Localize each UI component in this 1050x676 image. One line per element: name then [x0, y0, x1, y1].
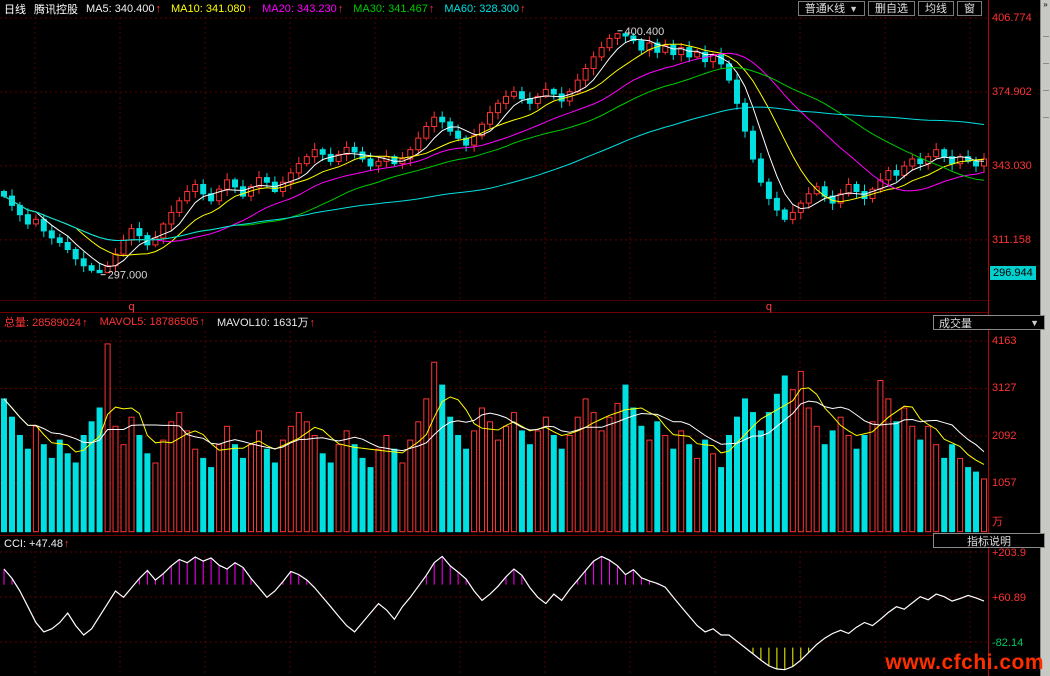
- up-arrow-icon: ↑: [246, 2, 253, 15]
- mavol10-line: [3, 398, 985, 453]
- up-arrow-icon: ↑: [82, 317, 88, 329]
- chart-toolbar: 普通K线 ▼ 删自选 均线 窗: [797, 1, 988, 16]
- up-arrow-icon: ↑: [155, 2, 162, 15]
- chevron-down-icon: ▼: [849, 3, 858, 14]
- main-candlestick-chart[interactable]: 400.400 297.000: [0, 17, 988, 300]
- panel-edge-texture: [1042, 90, 1049, 91]
- window-button[interactable]: 窗: [957, 1, 982, 16]
- up-arrow-icon: ↑: [199, 316, 205, 328]
- ex-rights-marker[interactable]: q: [128, 301, 135, 313]
- volume-bars-layer: [1, 343, 987, 533]
- panel-edge-texture: [1042, 117, 1049, 118]
- volume-pane-header: 总量: 28589024↑ MAVOL5: 18786505↑ MAVOL10:…: [0, 313, 988, 331]
- cci-chart[interactable]: [0, 551, 988, 676]
- panel-edge-texture: [1042, 63, 1049, 64]
- top-bar: 日线 腾讯控股 MA5: 340.400↑ MA10: 341.080↑ MA2…: [0, 0, 988, 17]
- delete-watchlist-button[interactable]: 删自选: [868, 1, 915, 16]
- ma20-legend: MA20: 343.230↑: [262, 2, 344, 15]
- price-axis-label: 311.158: [992, 234, 1031, 246]
- ma30-line: [3, 67, 985, 241]
- volume-axis-label: 2092: [992, 430, 1017, 442]
- cci-axis-label: +203.9: [992, 547, 1026, 559]
- period-label[interactable]: 日线: [4, 3, 26, 16]
- volume-axis-label: 3127: [992, 382, 1017, 394]
- price-axis-label: 374.902: [992, 86, 1032, 98]
- total-volume-label: 总量: 28589024↑: [4, 317, 88, 329]
- cci-value-label: CCI: +47.48↑: [4, 537, 70, 550]
- volume-chart[interactable]: [0, 331, 988, 535]
- ma30-legend: MA30: 341.467↑: [353, 2, 435, 15]
- ma10-legend: MA10: 341.080↑: [171, 2, 253, 15]
- ma20-line: [3, 52, 985, 243]
- mavol10-label: MAVOL10: 1631万↑: [216, 317, 315, 329]
- cci-band-hatch-layer: [3, 556, 810, 670]
- price-axis-label: 406.774: [992, 12, 1032, 24]
- ma-settings-button[interactable]: 均线: [918, 1, 954, 16]
- cci-axis-label: +60.89: [992, 592, 1026, 604]
- high-price-annotation: 400.400: [625, 26, 665, 38]
- candles-layer: [1, 32, 987, 274]
- ex-rights-marker[interactable]: q: [765, 301, 772, 313]
- up-arrow-icon: ↑: [64, 537, 70, 550]
- indicator-selector-dropdown[interactable]: 成交量 ▼: [933, 315, 1045, 330]
- ma60-legend: MA60: 328.300↑: [444, 2, 526, 15]
- up-arrow-icon: ↑: [337, 2, 344, 15]
- expand-panel-icon[interactable]: »: [1043, 0, 1048, 9]
- panel-edge-texture: [1042, 36, 1049, 37]
- side-panel-edge[interactable]: »: [1040, 0, 1050, 676]
- ma5-line: [3, 38, 985, 268]
- mavol5-line: [3, 387, 985, 465]
- ma60-line: [3, 106, 985, 241]
- ma5-legend: MA5: 340.400↑: [86, 2, 162, 15]
- cci-pane-header: CCI: +47.48↑: [0, 535, 988, 551]
- volume-axis-label: 1057: [992, 477, 1017, 489]
- ma10-line: [3, 43, 985, 257]
- cci-line: [3, 555, 985, 671]
- up-arrow-icon: ↑: [520, 2, 526, 15]
- kline-type-select[interactable]: 普通K线 ▼: [797, 1, 865, 16]
- chevron-down-icon: ▼: [1030, 317, 1039, 328]
- low-price-annotation: 297.000: [108, 270, 148, 282]
- site-watermark: www.cfchi.com: [885, 651, 1044, 674]
- up-arrow-icon: ↑: [428, 2, 435, 15]
- volume-axis-label: 4163: [992, 335, 1017, 347]
- cci-axis-label: -82.14: [992, 637, 1024, 649]
- right-axis-column: 406.774 374.902 343.030 311.158 296.944 4163 3…: [988, 0, 1040, 676]
- volume-unit-label: 万: [992, 516, 1003, 528]
- up-arrow-icon: ↑: [309, 317, 315, 329]
- last-price-tag: 296.944: [990, 266, 1036, 280]
- symbol-label: 腾讯控股: [34, 3, 78, 16]
- price-axis-label: 343.030: [992, 160, 1032, 172]
- mavol5-label: MAVOL5: 18786505↑: [99, 316, 205, 328]
- indicator-help-button[interactable]: 指标说明: [933, 533, 1045, 548]
